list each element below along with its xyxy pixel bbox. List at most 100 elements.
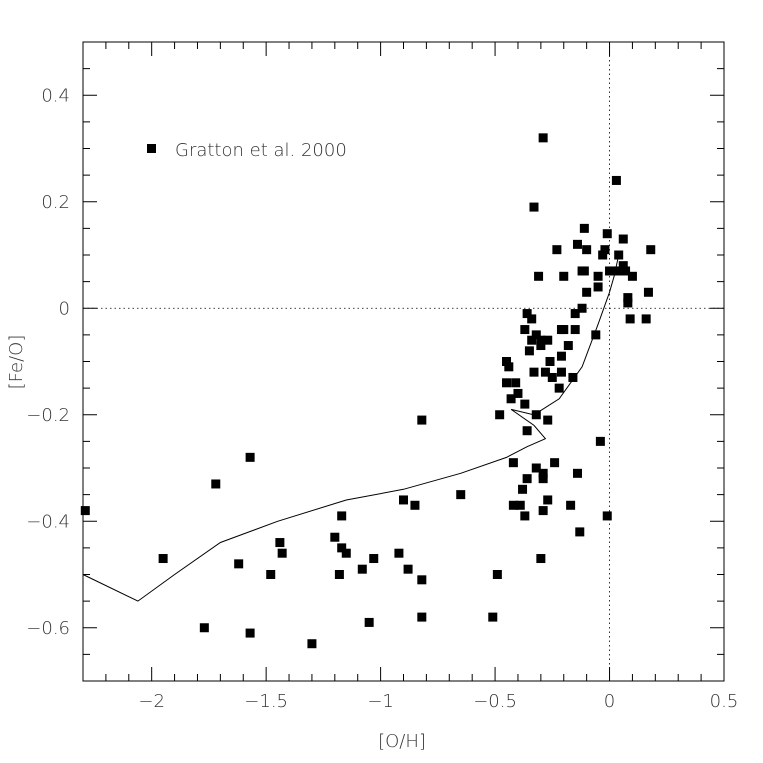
data-point xyxy=(543,415,553,425)
axes xyxy=(82,41,725,682)
y-tick-label: 0.2 xyxy=(41,192,70,213)
data-point xyxy=(522,309,532,319)
data-point xyxy=(502,357,512,366)
data-point xyxy=(582,245,592,255)
data-point xyxy=(600,245,610,255)
data-point xyxy=(570,325,580,335)
data-point xyxy=(492,570,502,579)
data-point xyxy=(531,410,541,420)
data-point xyxy=(524,346,534,356)
x-tick-label: −1.5 xyxy=(244,691,288,712)
y-tick-label: 0.4 xyxy=(41,85,70,106)
data-point xyxy=(513,388,523,398)
data-point xyxy=(488,612,498,622)
data-points xyxy=(80,133,656,649)
data-point xyxy=(531,330,541,340)
data-point xyxy=(538,468,548,478)
data-point xyxy=(556,351,566,361)
data-point xyxy=(534,271,544,281)
data-point xyxy=(623,293,633,303)
data-point xyxy=(364,617,374,627)
data-point xyxy=(536,335,546,345)
data-point xyxy=(495,410,505,420)
data-point xyxy=(520,399,530,409)
x-tick-label: −2 xyxy=(138,691,165,712)
data-point xyxy=(511,378,521,388)
tick-labels: −2 −1.5 −1 −0.5 0 0.5 −0.6 −0.4 −0.2 0 0.2 0.4 xyxy=(26,85,738,712)
reference-lines xyxy=(83,42,724,681)
y-axis-label: [Fe/O] xyxy=(6,335,27,390)
data-point xyxy=(550,458,560,468)
data-point xyxy=(394,548,404,558)
data-point xyxy=(515,500,525,510)
data-point xyxy=(277,548,287,558)
data-point xyxy=(536,341,546,351)
data-point xyxy=(605,266,615,276)
x-tick-label: −1 xyxy=(367,691,394,712)
data-point xyxy=(536,554,546,564)
data-point xyxy=(595,436,605,446)
data-point xyxy=(556,367,566,377)
model-curve xyxy=(82,254,620,602)
data-point xyxy=(625,314,635,324)
y-tick-label: −0.6 xyxy=(26,618,70,639)
x-axis-label: [O/H] xyxy=(378,731,426,752)
data-point xyxy=(307,639,317,649)
data-point xyxy=(337,543,347,553)
data-point xyxy=(545,357,555,366)
data-point xyxy=(570,309,580,319)
data-point xyxy=(611,175,621,185)
data-point xyxy=(572,239,582,249)
data-point xyxy=(643,287,653,297)
data-point xyxy=(234,559,244,569)
data-point xyxy=(158,554,168,564)
data-point xyxy=(417,575,427,585)
y-tick-label: 0 xyxy=(59,298,70,319)
data-point xyxy=(621,266,631,276)
data-point xyxy=(579,223,589,233)
data-point xyxy=(538,474,548,484)
data-point xyxy=(341,548,351,558)
data-point xyxy=(563,341,573,351)
data-point xyxy=(618,261,628,271)
data-point xyxy=(334,570,344,579)
data-point xyxy=(522,426,532,436)
data-point xyxy=(527,314,537,324)
data-point xyxy=(508,500,518,510)
data-point xyxy=(417,612,427,622)
data-point xyxy=(543,495,553,505)
data-point xyxy=(559,325,569,335)
data-point xyxy=(582,287,592,297)
data-point xyxy=(602,229,612,239)
data-point xyxy=(531,463,541,473)
data-point xyxy=(591,330,601,340)
data-point xyxy=(80,506,90,516)
data-point xyxy=(527,335,537,345)
data-point xyxy=(211,479,221,489)
data-point xyxy=(520,325,530,335)
data-point xyxy=(614,250,624,260)
data-point xyxy=(575,527,585,537)
data-point xyxy=(593,271,603,281)
data-point xyxy=(245,452,255,462)
data-point xyxy=(245,628,255,638)
data-point xyxy=(518,484,528,494)
data-point xyxy=(199,623,209,633)
data-point xyxy=(399,495,408,505)
data-point xyxy=(540,367,550,377)
data-point xyxy=(275,538,285,548)
legend-label: Gratton et al. 2000 xyxy=(175,140,347,161)
data-point xyxy=(646,245,656,255)
data-point xyxy=(417,415,427,425)
data-point xyxy=(618,234,628,244)
data-point xyxy=(543,335,553,345)
data-point xyxy=(568,372,578,382)
x-tick-label: 0 xyxy=(604,691,615,712)
data-point xyxy=(538,133,548,143)
model-curve-line xyxy=(82,254,620,602)
data-point xyxy=(520,511,530,521)
data-point xyxy=(529,202,539,212)
plot-frame xyxy=(82,41,725,682)
data-point xyxy=(577,303,587,313)
